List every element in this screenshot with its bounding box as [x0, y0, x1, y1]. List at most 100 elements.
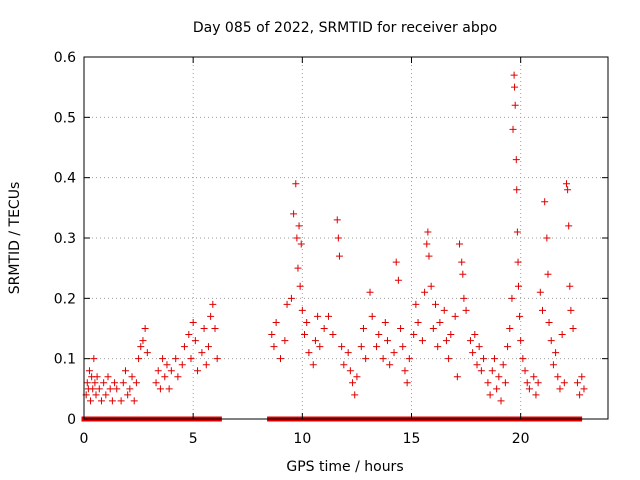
data-point — [552, 349, 560, 357]
data-point — [545, 318, 553, 326]
data-point — [213, 355, 221, 363]
data-point — [373, 343, 381, 351]
data-point — [543, 234, 551, 242]
data-point — [532, 391, 540, 399]
data-point — [272, 318, 280, 326]
data-point — [381, 318, 389, 326]
data-point — [459, 270, 467, 278]
data-point — [202, 361, 210, 369]
data-point — [95, 385, 103, 393]
data-point — [421, 288, 429, 296]
data-point — [141, 325, 149, 332]
data-point — [576, 391, 584, 399]
y-tick-label: 0.2 — [54, 291, 76, 307]
x-tick-label: 5 — [189, 431, 198, 447]
data-point — [368, 312, 376, 320]
data-point — [295, 222, 303, 230]
data-point — [445, 355, 453, 363]
data-point — [194, 367, 202, 375]
data-point — [135, 355, 143, 363]
data-point — [211, 325, 219, 332]
data-point — [189, 318, 197, 326]
data-point — [556, 385, 564, 393]
data-point — [106, 385, 114, 393]
data-point — [130, 397, 138, 405]
data-point — [573, 379, 581, 387]
data-point — [566, 282, 574, 290]
data-point — [425, 252, 433, 260]
data-point — [386, 361, 394, 369]
data-point — [344, 349, 352, 357]
data-point — [83, 379, 91, 387]
y-tick-label: 0.6 — [54, 50, 76, 66]
data-point — [469, 349, 477, 357]
data-point — [501, 379, 509, 387]
data-point — [93, 373, 101, 381]
data-point — [414, 318, 422, 326]
data-point — [523, 379, 531, 387]
data-point — [424, 228, 432, 236]
data-point — [316, 343, 324, 351]
data-point — [121, 367, 129, 375]
data-point — [290, 210, 298, 218]
data-point — [488, 367, 496, 375]
data-point — [549, 361, 557, 369]
x-tick-label: 0 — [80, 431, 89, 447]
data-point — [314, 312, 322, 320]
data-point — [514, 282, 522, 290]
data-point — [292, 180, 300, 188]
data-point — [567, 306, 575, 314]
data-point — [191, 337, 199, 345]
data-point — [434, 343, 442, 351]
data-point — [475, 343, 483, 351]
data-point — [187, 355, 195, 363]
data-point — [137, 343, 145, 351]
data-point — [174, 373, 182, 381]
data-point — [440, 306, 448, 314]
data-point — [180, 343, 188, 351]
data-point — [565, 222, 573, 230]
data-point — [504, 343, 512, 351]
data-point — [325, 312, 333, 320]
data-point — [97, 397, 105, 405]
data-point — [87, 397, 95, 405]
data-point — [185, 331, 193, 339]
data-point — [143, 349, 151, 357]
data-point — [511, 101, 519, 109]
data-point — [346, 367, 354, 375]
axis-ticks: 0 0.1 0.2 0.3 0.4 0.5 0.6 0 5 10 15 20 — [54, 50, 608, 447]
data-point — [513, 228, 521, 236]
data-point — [303, 318, 311, 326]
data-point — [277, 355, 284, 363]
data-point — [447, 331, 455, 339]
data-point — [578, 373, 586, 381]
data-point — [554, 373, 562, 381]
data-point — [394, 276, 402, 284]
data-point — [544, 270, 552, 278]
data-point — [495, 373, 503, 381]
data-point — [359, 325, 367, 332]
data-point — [124, 391, 132, 399]
data-point — [311, 337, 319, 345]
data-point — [473, 361, 481, 369]
data-point — [462, 306, 470, 314]
x-tick-label: 15 — [403, 431, 421, 447]
chart-title: Day 085 of 2022, SRMTID for receiver abp… — [193, 20, 497, 36]
data-point — [270, 343, 278, 351]
y-tick-label: 0.5 — [54, 110, 76, 126]
data-point — [536, 288, 544, 296]
data-point — [349, 379, 357, 387]
data-point — [198, 349, 206, 357]
x-axis-label: GPS time / hours — [286, 459, 403, 475]
data-point — [100, 379, 108, 387]
data-point — [506, 325, 514, 332]
data-point — [564, 186, 572, 194]
data-point — [329, 331, 337, 339]
data-point — [293, 234, 301, 242]
data-point — [442, 337, 450, 345]
data-point — [451, 312, 459, 320]
data-point — [466, 337, 474, 345]
data-point — [152, 379, 160, 387]
data-point — [405, 355, 413, 363]
